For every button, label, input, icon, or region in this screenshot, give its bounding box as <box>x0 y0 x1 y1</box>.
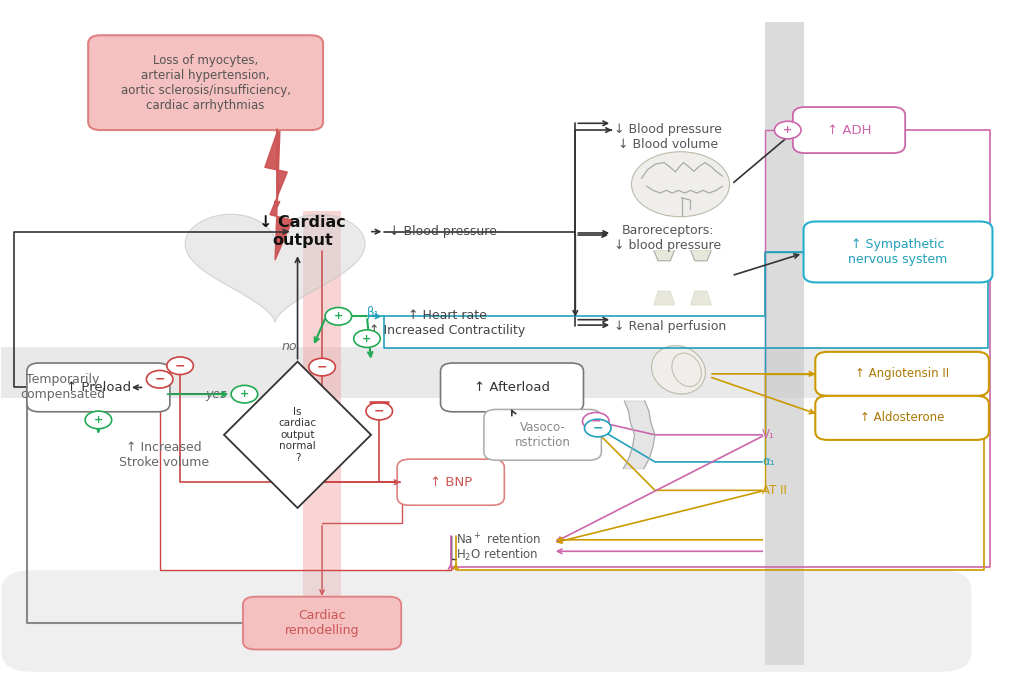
Bar <box>303 211 341 641</box>
Text: Loss of myocytes,
arterial hypertension,
aortic sclerosis/insufficiency,
cardiac: Loss of myocytes, arterial hypertension,… <box>121 54 291 112</box>
Text: ↓ Cardiac
output: ↓ Cardiac output <box>259 216 346 248</box>
FancyBboxPatch shape <box>397 459 505 505</box>
Text: +: + <box>783 125 793 135</box>
Circle shape <box>231 386 258 403</box>
Circle shape <box>583 413 609 430</box>
Text: +: + <box>94 415 103 425</box>
FancyBboxPatch shape <box>804 222 992 282</box>
Polygon shape <box>265 123 293 260</box>
Text: −: − <box>316 360 328 373</box>
Text: ↓ Blood pressure
↓ Blood volume: ↓ Blood pressure ↓ Blood volume <box>614 123 722 151</box>
Text: ↑ Preload: ↑ Preload <box>66 381 131 394</box>
FancyBboxPatch shape <box>1 571 972 672</box>
Polygon shape <box>624 401 655 469</box>
Circle shape <box>309 358 335 376</box>
Polygon shape <box>691 291 711 305</box>
Text: +: + <box>334 311 343 321</box>
Circle shape <box>146 371 173 388</box>
Circle shape <box>632 152 729 217</box>
Circle shape <box>366 403 392 420</box>
Text: −: − <box>175 359 185 372</box>
Text: no: no <box>282 340 297 354</box>
Text: $\mathsf{H_2O}$ retention: $\mathsf{H_2O}$ retention <box>456 547 539 564</box>
Circle shape <box>585 420 611 437</box>
Text: ↓ Blood pressure: ↓ Blood pressure <box>389 225 498 238</box>
Text: ↑ Increased
Stroke volume: ↑ Increased Stroke volume <box>119 441 209 469</box>
Ellipse shape <box>672 353 701 386</box>
Text: yes: yes <box>205 388 226 401</box>
Circle shape <box>774 121 801 139</box>
FancyBboxPatch shape <box>88 35 324 130</box>
Text: α₁: α₁ <box>762 456 775 469</box>
Ellipse shape <box>651 345 706 394</box>
Circle shape <box>325 307 351 325</box>
Text: Baroreceptors:
↓ blood pressure: Baroreceptors: ↓ blood pressure <box>614 224 721 252</box>
Text: ↑ Angiotensin II: ↑ Angiotensin II <box>855 367 949 380</box>
Polygon shape <box>691 251 711 260</box>
Text: ↑ Sympathetic
nervous system: ↑ Sympathetic nervous system <box>849 238 947 266</box>
Text: β₁: β₁ <box>367 307 380 320</box>
FancyBboxPatch shape <box>440 363 584 412</box>
Text: Is
cardiac
output
normal
?: Is cardiac output normal ? <box>279 407 316 463</box>
Polygon shape <box>188 216 361 320</box>
Circle shape <box>353 330 380 347</box>
Bar <box>1 347 982 398</box>
Text: ↑ Aldosterone: ↑ Aldosterone <box>860 411 944 424</box>
Text: ↑ ADH: ↑ ADH <box>826 124 871 137</box>
Text: ↑ Afterload: ↑ Afterload <box>474 381 550 394</box>
Text: −: − <box>155 373 165 386</box>
Polygon shape <box>224 362 371 508</box>
Text: $\mathsf{Na^+}$ retention: $\mathsf{Na^+}$ retention <box>456 532 541 547</box>
Text: Vasoco-
nstriction: Vasoco- nstriction <box>515 421 570 449</box>
Text: ↓ Renal perfusion: ↓ Renal perfusion <box>614 320 726 333</box>
Text: V₁: V₁ <box>762 428 775 441</box>
Text: ↑ Heart rate
↑ Increased Contractility: ↑ Heart rate ↑ Increased Contractility <box>369 309 525 337</box>
Text: Temporarily
compensated: Temporarily compensated <box>20 373 105 401</box>
Bar <box>765 22 804 665</box>
Text: −: − <box>591 415 601 428</box>
FancyBboxPatch shape <box>27 363 170 412</box>
Text: −: − <box>374 405 384 418</box>
FancyBboxPatch shape <box>793 107 905 153</box>
Polygon shape <box>185 214 365 322</box>
Polygon shape <box>654 251 675 260</box>
FancyBboxPatch shape <box>815 396 989 440</box>
Text: +: + <box>240 389 249 399</box>
Text: +: + <box>362 334 372 343</box>
Text: −: − <box>593 422 603 435</box>
Circle shape <box>85 411 112 428</box>
FancyBboxPatch shape <box>815 352 989 396</box>
FancyBboxPatch shape <box>243 596 401 649</box>
Circle shape <box>167 357 194 375</box>
Text: Cardiac
remodelling: Cardiac remodelling <box>285 609 359 637</box>
FancyBboxPatch shape <box>484 409 601 460</box>
Text: AT II: AT II <box>762 484 787 497</box>
Polygon shape <box>654 291 675 305</box>
Text: ↑ BNP: ↑ BNP <box>430 476 472 489</box>
